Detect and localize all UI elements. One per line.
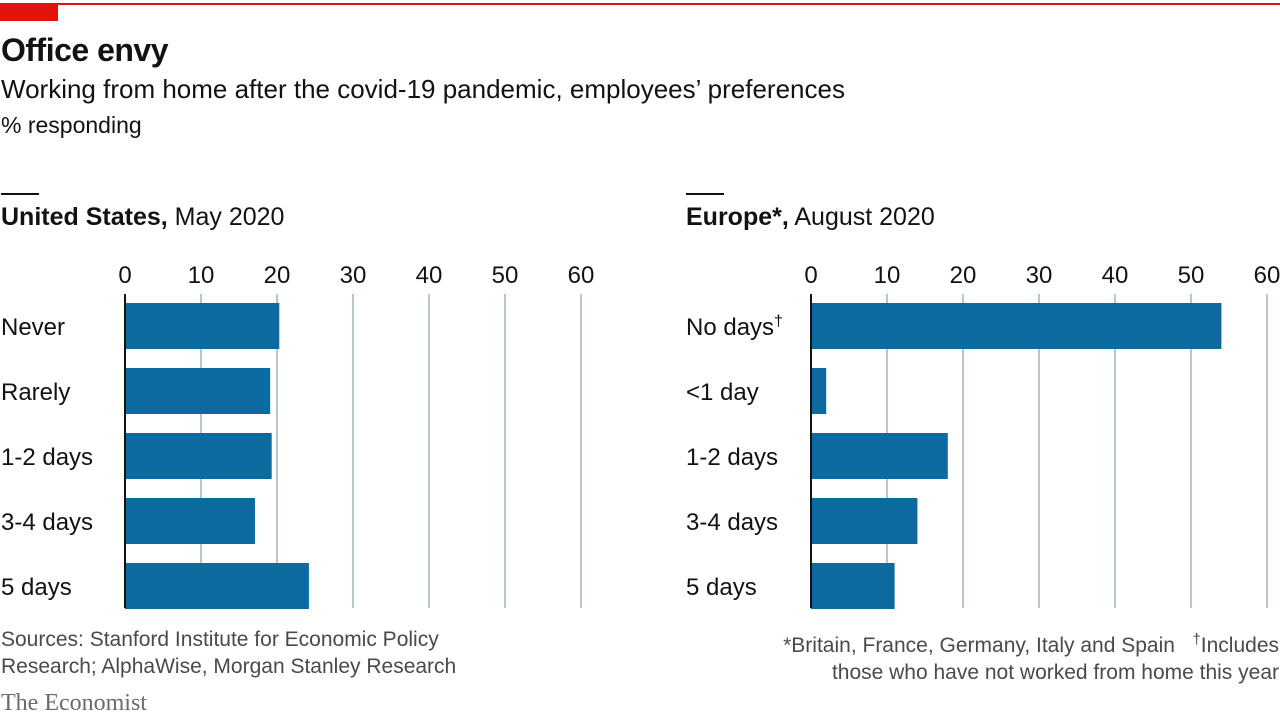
europe-category-label: 3-4 days	[686, 509, 778, 536]
us-category-label: 1-2 days	[1, 444, 93, 471]
footnote-dagger-text: Includes	[1200, 634, 1279, 657]
us-bar	[125, 303, 280, 349]
us-category-label: 3-4 days	[1, 509, 93, 536]
europe-bar	[811, 563, 895, 609]
us-bar	[125, 368, 271, 414]
sources-note: Sources: Stanford Institute for Economic…	[1, 626, 456, 680]
us-panel-rule	[1, 193, 39, 195]
us-category-label: 5 days	[1, 574, 72, 601]
footnote-line-2: those who have not worked from home this…	[831, 661, 1279, 684]
us-x-tick-label: 30	[340, 262, 367, 289]
footnote-star-text: *Britain, France, Germany, Italy and Spa…	[783, 634, 1175, 657]
europe-category-label: 1-2 days	[686, 444, 778, 471]
us-x-tick-label: 10	[188, 262, 215, 289]
us-panel-title: United States, May 2020	[1, 201, 284, 233]
us-bar-chart: 0 10 20 30 40 50 60 Never Rarely 1-2 days 3-4 days…	[1, 262, 594, 609]
europe-x-tick-label: 10	[874, 262, 901, 289]
europe-x-tick-label: 40	[1102, 262, 1129, 289]
europe-category-label: <1 day	[686, 379, 759, 406]
us-panel-title-date: May 2020	[167, 203, 285, 231]
europe-category-label: No days†	[686, 313, 783, 341]
us-panel-title-bold: United States,	[1, 203, 168, 231]
us-bar	[125, 433, 272, 479]
europe-panel-rule	[686, 193, 724, 195]
europe-category-label: 5 days	[686, 574, 757, 601]
us-x-tick-label: 20	[264, 262, 291, 289]
europe-bar	[811, 368, 827, 414]
europe-panel-title-bold: Europe*,	[686, 203, 789, 231]
europe-x-tick-label: 20	[950, 262, 977, 289]
us-x-tick-label: 0	[118, 262, 131, 289]
europe-bar-chart: 0 10 20 30 40 50 60 No days† <1 day 1-2 days 3-4 d…	[686, 262, 1280, 609]
us-x-tick-label: 40	[416, 262, 443, 289]
brand-logo-text: The Economist	[1, 690, 147, 716]
us-x-tick-label: 50	[492, 262, 519, 289]
europe-footnote: *Britain, France, Germany, Italy and Spa…	[783, 626, 1279, 686]
europe-panel-title: Europe*, August 2020	[686, 201, 935, 233]
us-bar	[125, 498, 255, 544]
top-red-tab	[0, 3, 58, 21]
chart-unit: % responding	[1, 112, 142, 138]
europe-bar	[811, 433, 948, 479]
sources-line-2: Research; AlphaWise, Morgan Stanley Rese…	[1, 655, 457, 678]
europe-bar	[811, 498, 918, 544]
europe-panel-title-date: August 2020	[788, 203, 935, 231]
chart-subtitle: Working from home after the covid-19 pan…	[1, 74, 845, 104]
footnote-line-1: *Britain, France, Germany, Italy and Spa…	[783, 626, 1279, 659]
us-bar	[125, 563, 309, 609]
europe-x-tick-label: 0	[804, 262, 817, 289]
europe-x-tick-label: 50	[1178, 262, 1205, 289]
us-category-label: Rarely	[1, 379, 70, 406]
europe-x-tick-label: 60	[1254, 262, 1280, 289]
footnote-dagger-mark: †	[1192, 631, 1201, 648]
europe-x-tick-label: 30	[1026, 262, 1053, 289]
europe-category-mark: †	[774, 313, 783, 330]
us-category-label: Never	[1, 314, 65, 341]
top-red-rule	[0, 3, 1280, 5]
us-x-tick-label: 60	[568, 262, 595, 289]
chart-title: Office envy	[1, 32, 169, 68]
sources-line-1: Sources: Stanford Institute for Economic…	[1, 628, 439, 651]
europe-bar	[811, 303, 1222, 349]
